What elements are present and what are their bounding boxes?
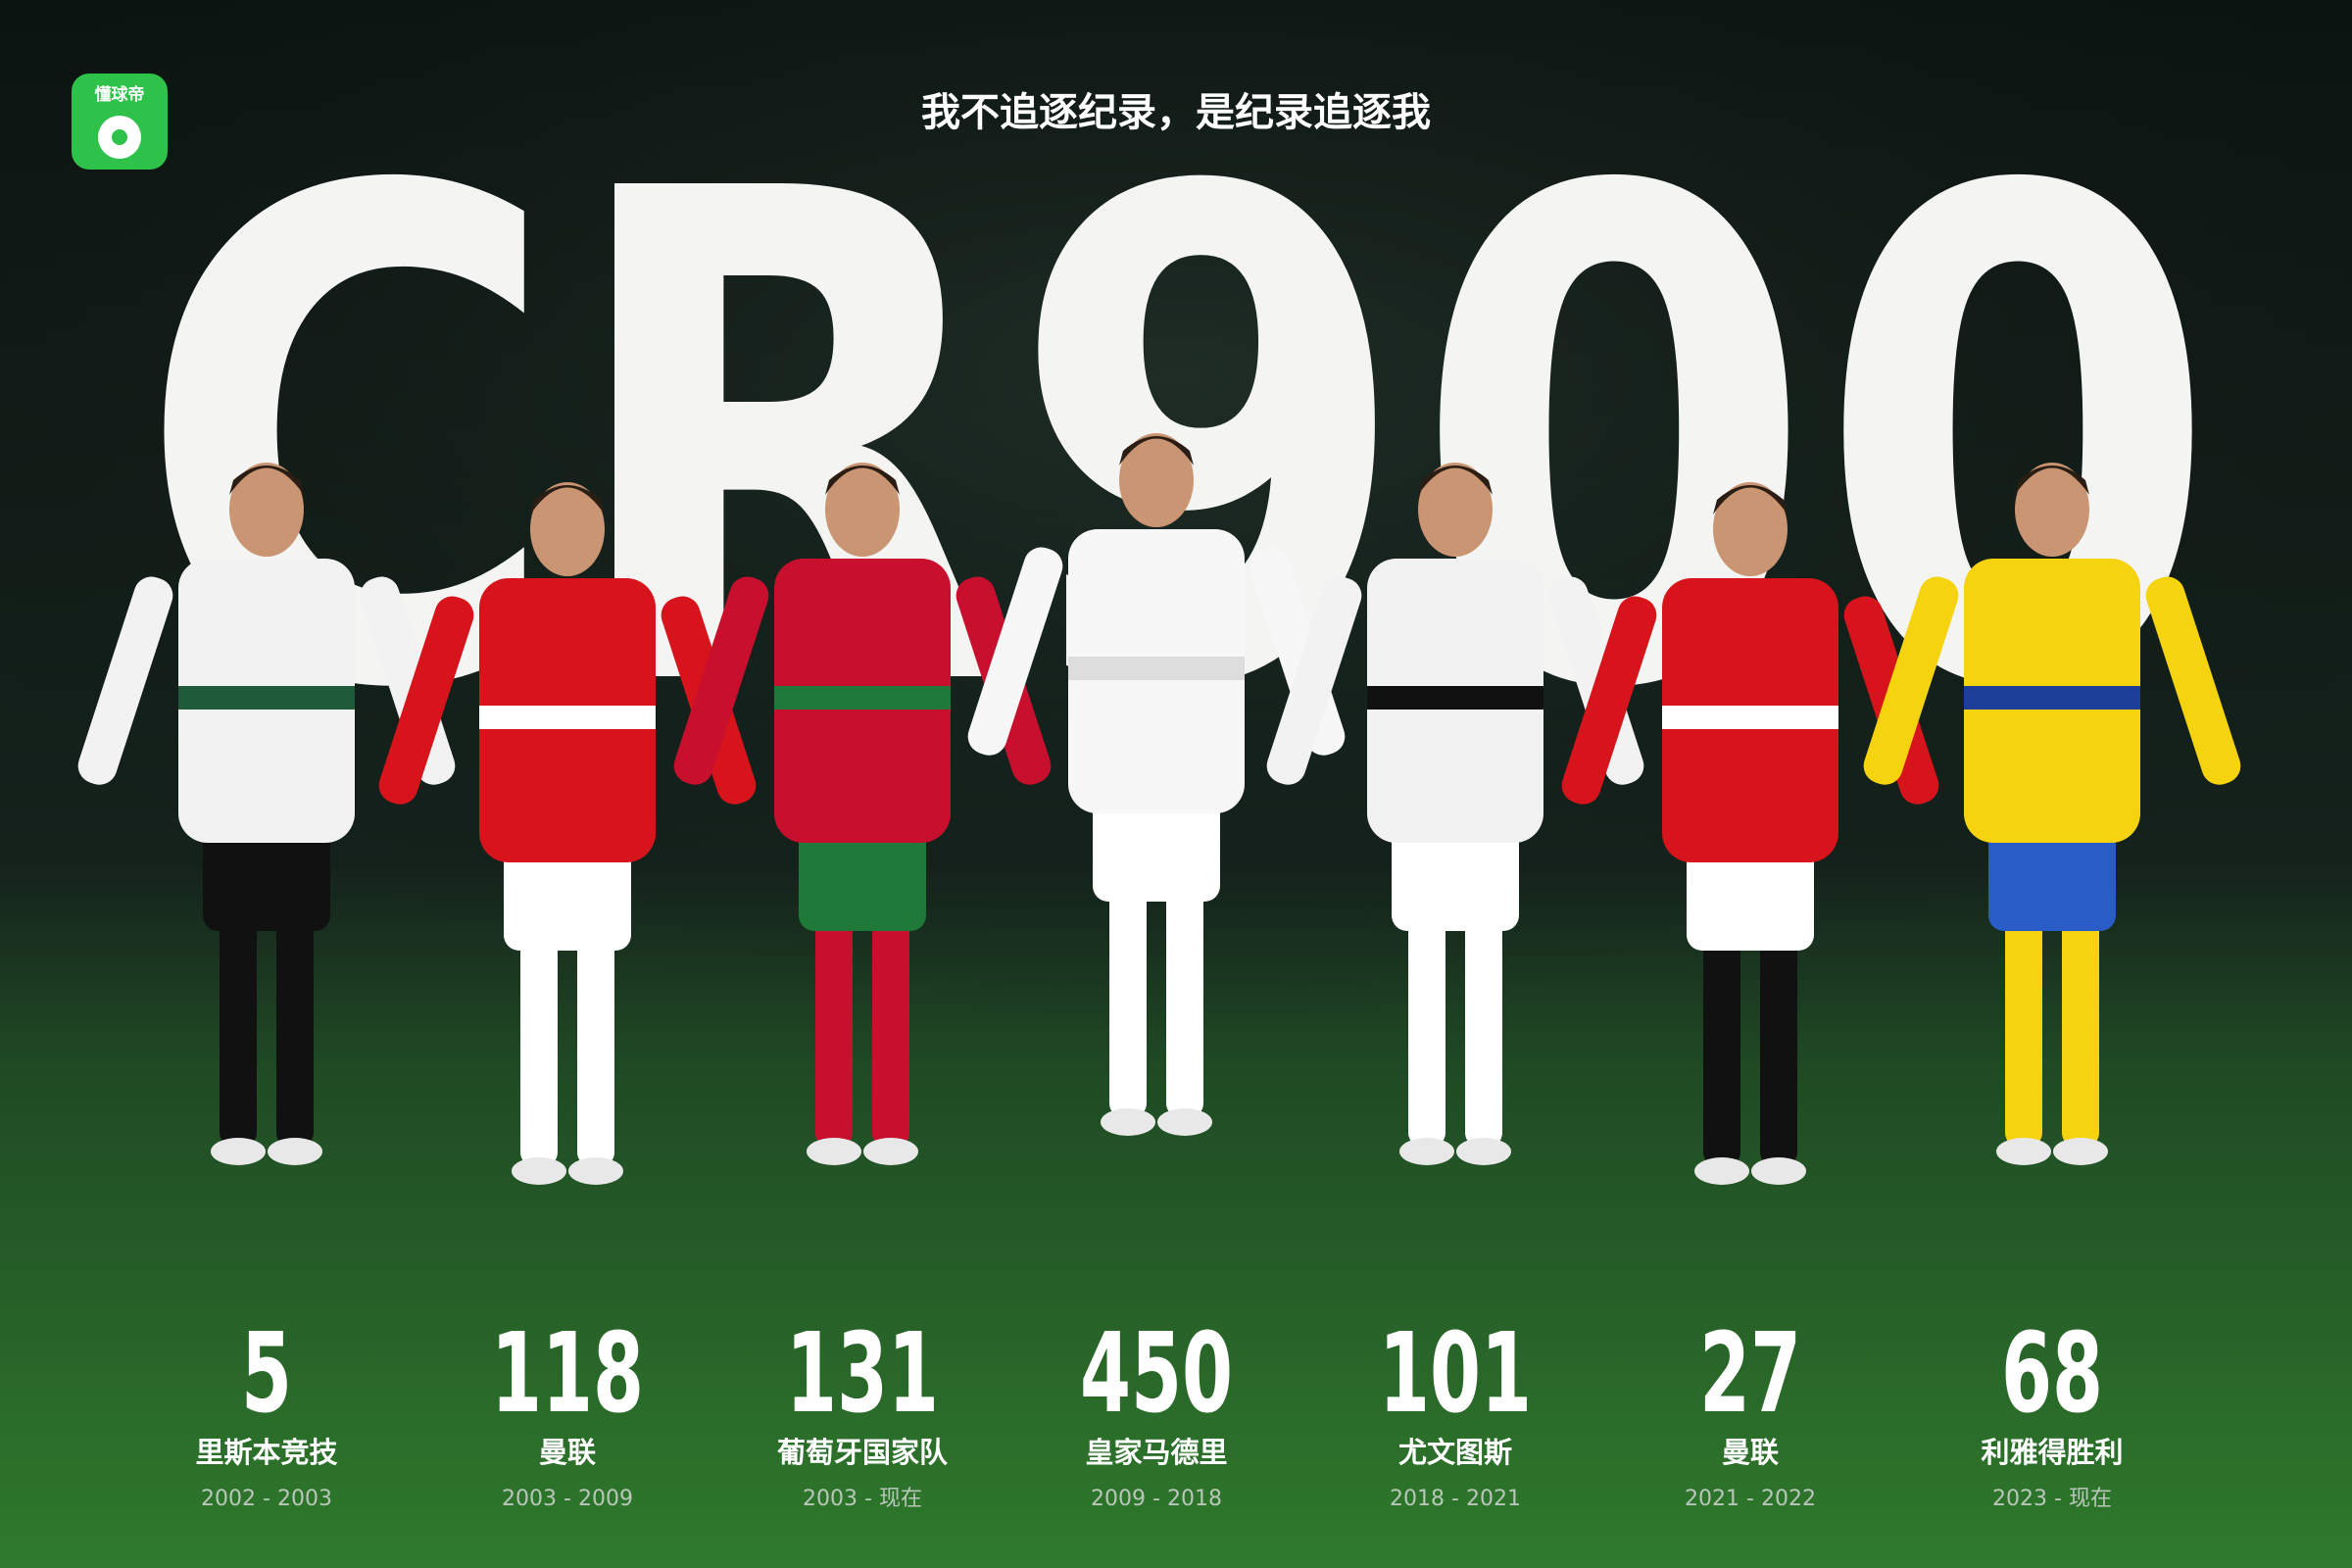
club-years: 2003 - 2009 [502, 1487, 633, 1511]
player-boot [268, 1138, 322, 1165]
player-boot [1399, 1138, 1454, 1165]
club-name: 皇家马德里 [1085, 1436, 1227, 1469]
player-trim [1662, 706, 1838, 729]
player-leg [520, 921, 558, 1166]
club-years: 2018 - 2021 [1390, 1487, 1521, 1511]
player-boot [863, 1138, 918, 1165]
player [1863, 463, 2241, 1165]
club-years: 2002 - 2003 [201, 1487, 332, 1511]
player-hair [530, 485, 605, 514]
player-shorts [1687, 843, 1814, 951]
player-hair [1713, 485, 1788, 514]
player-leg [1166, 872, 1203, 1117]
player-head [1713, 482, 1788, 576]
player-boot [1101, 1108, 1155, 1136]
player-arm [1561, 596, 1657, 805]
player-leg [276, 902, 314, 1147]
player-boot [1456, 1138, 1511, 1165]
player-boot [512, 1157, 566, 1185]
goal-count: 5 [241, 1310, 292, 1438]
club-name: 尤文图斯 [1398, 1436, 1512, 1469]
player-leg [1760, 921, 1797, 1166]
player-arm [2145, 576, 2241, 785]
player-head [1418, 463, 1493, 557]
player-shorts [504, 843, 631, 951]
player-leg [1109, 872, 1147, 1117]
player-boot [1751, 1157, 1806, 1185]
player [967, 433, 1346, 1136]
player-trim [1068, 657, 1245, 680]
player-head [530, 482, 605, 576]
player-hair [825, 466, 900, 495]
goal-count: 450 [1080, 1310, 1233, 1438]
player-arm [1863, 576, 1959, 785]
logo-text: 懂球帝 [95, 84, 145, 105]
player-arm [673, 576, 769, 785]
player-boot [211, 1138, 266, 1165]
player-shorts [1392, 823, 1519, 931]
player-boot [807, 1138, 861, 1165]
player-boot [2053, 1138, 2108, 1165]
player-leg [220, 902, 257, 1147]
logo[interactable]: 懂球帝 [72, 74, 168, 170]
player-boot [568, 1157, 623, 1185]
player-leg [2005, 902, 2042, 1147]
goal-count: 68 [2001, 1310, 2103, 1438]
player-hair [1119, 436, 1194, 466]
player [1266, 463, 1644, 1165]
player-leg [1408, 902, 1446, 1147]
player-arm [378, 596, 474, 805]
player-leg [1465, 902, 1502, 1147]
player-leg [1703, 921, 1740, 1166]
player-leg [872, 902, 909, 1147]
logo-ball-patch [112, 129, 127, 145]
player-boot [1996, 1138, 2051, 1165]
tagline: 我不追逐纪录，是纪录追逐我 [921, 90, 1431, 135]
club-name: 曼联 [539, 1436, 596, 1469]
player-hair [1418, 466, 1493, 495]
player-trim [1367, 686, 1544, 710]
player-head [2015, 463, 2089, 557]
club-name: 利雅得胜利 [1981, 1436, 2123, 1469]
player-boot [1157, 1108, 1212, 1136]
players [77, 433, 2241, 1185]
player [1561, 482, 1939, 1185]
player-shorts [1988, 823, 2116, 931]
player-hair [229, 466, 304, 495]
club-years: 2009 - 2018 [1091, 1487, 1222, 1511]
player-boot [1694, 1157, 1749, 1185]
player-trim [479, 706, 656, 729]
player-leg [815, 902, 853, 1147]
goal-count: 101 [1379, 1310, 1532, 1438]
goal-count: 131 [786, 1310, 939, 1438]
player-head [825, 463, 900, 557]
player-shorts [799, 823, 926, 931]
goal-count: 27 [1699, 1310, 1801, 1438]
club-years: 2003 - 现在 [803, 1487, 922, 1511]
club-name: 里斯本竞技 [195, 1436, 337, 1469]
player-arm [1266, 576, 1362, 785]
player-shorts [203, 823, 330, 931]
goal-count: 118 [491, 1310, 644, 1438]
player-arm [77, 576, 173, 785]
club-years: 2021 - 2022 [1685, 1487, 1816, 1511]
player [378, 482, 757, 1185]
player-leg [577, 921, 614, 1166]
player-arm [967, 547, 1063, 756]
player-shorts [1093, 794, 1220, 902]
club-name: 曼联 [1722, 1436, 1779, 1469]
player-head [1119, 433, 1194, 527]
player-trim [178, 686, 355, 710]
player-head [229, 463, 304, 557]
player-leg [2062, 902, 2099, 1147]
player-trim [1964, 686, 2140, 710]
player [77, 463, 456, 1165]
player-hair [2015, 466, 2089, 495]
club-name: 葡萄牙国家队 [777, 1436, 949, 1469]
club-years: 2023 - 现在 [1992, 1487, 2112, 1511]
player-trim [774, 686, 951, 710]
